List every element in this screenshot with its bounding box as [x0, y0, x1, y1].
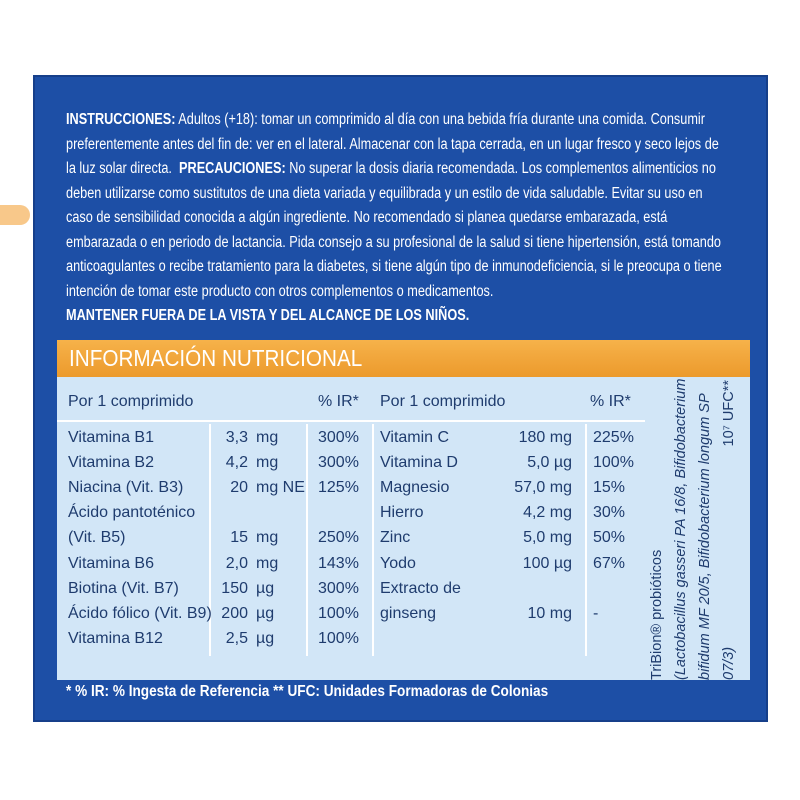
column-header: Por 1 comprimido	[380, 393, 506, 410]
rule	[585, 424, 587, 656]
nutrient-name: Biotina (Vit. B7)	[68, 579, 179, 597]
column-header: % IR*	[318, 393, 359, 410]
precautions-label: PRECAUCIONES:	[179, 160, 286, 177]
nutrient-name: ginseng	[380, 604, 437, 622]
nutrient-name: Yodo	[380, 554, 416, 572]
nutrient-ir: 100%	[318, 604, 359, 622]
nutrient-amount: 150	[221, 579, 248, 597]
nutrient-amount: 100 µg	[522, 554, 572, 572]
nutrient-unit: mg	[256, 429, 279, 446]
instructions-text: Adultos (+18): tomar un comprimido al dí…	[66, 111, 719, 177]
footnote: * % IR: % Ingesta de Referencia ** UFC: …	[66, 683, 549, 700]
decor	[0, 205, 30, 225]
instructions: INSTRUCCIONES: Adultos (+18): tomar un c…	[66, 108, 731, 329]
nutrient-unit: µg	[256, 629, 275, 647]
probiotic-strain: bifidum MF 20/5, Bifidobacterium longum …	[697, 393, 713, 680]
nutrition-table	[57, 377, 750, 680]
nutrient-amount: 20	[230, 479, 248, 497]
nutrient-name: Vitamina D	[380, 454, 458, 472]
nutrient-name: Vitamina B12	[68, 629, 163, 647]
nutrient-ir: 67%	[593, 554, 626, 572]
nutrient-ir: 100%	[318, 629, 359, 647]
nutrient-ir: 300%	[318, 454, 359, 472]
nutrient-ir: 300%	[318, 429, 359, 446]
rule	[306, 424, 308, 656]
rule	[209, 424, 211, 656]
warning: MANTENER FUERA DE LA VISTA Y DEL ALCANCE…	[66, 307, 470, 324]
nutrition-title: INFORMACIÓN NUTRICIONAL	[69, 345, 363, 371]
nutrient-amount: 3,3	[225, 429, 248, 446]
nutrient-ir: 225%	[593, 429, 634, 446]
nutrient-name: Vitamina B2	[68, 454, 154, 472]
instructions-label: INSTRUCCIONES:	[66, 111, 176, 128]
nutrient-ir: -	[593, 604, 599, 622]
nutrient-amount: 2,0	[225, 554, 248, 572]
nutrient-amount: 4,2 mg	[523, 504, 572, 522]
nutrient-unit: µg	[256, 579, 275, 597]
nutrient-unit: mg	[256, 454, 279, 472]
nutrient-amount: 200	[221, 604, 248, 622]
probiotic: TriBion® probióticos (Lactobacillus gass…	[645, 378, 740, 680]
nutrient-amount: 15	[230, 529, 248, 547]
nutrient-amount: 10 mg	[527, 604, 572, 622]
rule	[57, 420, 645, 422]
nutrient-name: Zinc	[380, 529, 411, 547]
nutrient-amount: 5,0 µg	[527, 454, 572, 472]
nutrient-amount: 57,0 mg	[514, 479, 572, 497]
nutrient-name: Vitamin C	[380, 429, 450, 446]
precautions-text: No superar la dosis diaria recomendada. …	[66, 160, 722, 300]
probiotic-strain: 07/3)	[721, 646, 737, 680]
probiotic-count: 10⁷ UFC**	[721, 380, 737, 447]
nutrient-amount: 180 mg	[518, 429, 572, 446]
probiotic-strain: (Lactobacillus gasseri PA 16/8, Bifidoba…	[673, 378, 689, 680]
nutrient-amount: 2,5	[225, 629, 248, 647]
nutrient-ir: 250%	[318, 529, 359, 547]
nutrient-name: Vitamina B1	[68, 429, 154, 446]
nutrient-name: Vitamina B6	[68, 554, 154, 572]
probiotic-name: TriBion® probióticos	[649, 549, 665, 680]
nutrient-ir: 125%	[318, 479, 359, 497]
nutrient-ir: 100%	[593, 454, 634, 472]
nutrient-ir: 15%	[593, 479, 626, 497]
nutrient-ir: 143%	[318, 554, 359, 572]
nutrient-unit: mg	[256, 529, 279, 547]
nutrient-ir: 300%	[318, 579, 359, 597]
nutrient-unit: mg NE	[256, 479, 305, 497]
nutrient-amount: 4,2	[225, 454, 248, 472]
nutrient-unit: mg	[256, 554, 279, 572]
nutrition-header: INFORMACIÓN NUTRICIONAL	[57, 340, 750, 377]
column-header: Por 1 comprimido	[68, 393, 194, 410]
nutrient-name: Extracto de	[380, 579, 461, 597]
nutrient-name: Ácido fólico (Vit. B9)	[68, 604, 212, 622]
nutrient-name: Hierro	[380, 504, 424, 522]
nutrient-ir: 30%	[593, 504, 626, 522]
rule	[372, 424, 374, 656]
nutrient-name: Magnesio	[380, 479, 450, 497]
nutrient-name: (Vit. B5)	[68, 529, 126, 547]
nutrient-name: Ácido pantoténico	[68, 504, 196, 522]
nutrient-name: Niacina (Vit. B3)	[68, 479, 184, 497]
nutrient-unit: µg	[256, 604, 275, 622]
nutrient-ir: 50%	[593, 529, 626, 547]
nutrient-amount: 5,0 mg	[523, 529, 572, 547]
column-header: % IR*	[590, 393, 631, 410]
